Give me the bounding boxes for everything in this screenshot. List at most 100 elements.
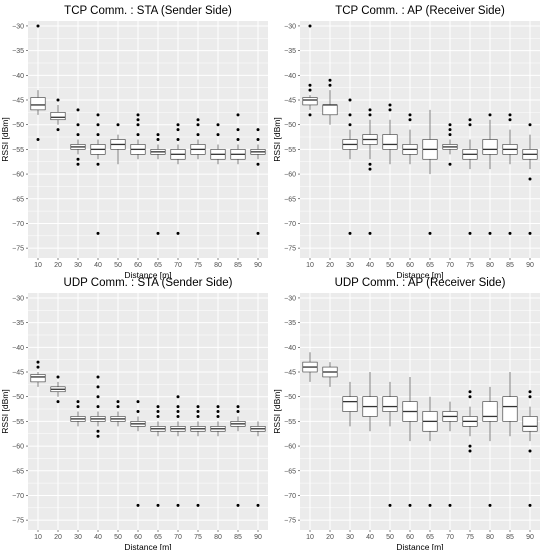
x-tick-label: 30 <box>346 262 354 269</box>
outlier-point <box>96 395 100 399</box>
y-tick-label: −60 <box>12 444 24 451</box>
panel-2: −30 −35 −40 −45 −50 −55 −60 −65 −70 −75 10 20 30 40 50… <box>272 5 540 280</box>
box-10 <box>30 24 46 141</box>
box-80 <box>210 123 226 165</box>
outlier-point <box>56 375 60 379</box>
y-tick-label: −65 <box>12 196 24 203</box>
outlier-point <box>156 231 160 235</box>
outlier-point <box>216 410 220 413</box>
y-tick-label: −70 <box>12 493 24 500</box>
x-tick-label: 60 <box>406 262 414 269</box>
outlier-point <box>56 400 60 404</box>
x-tick-label: 20 <box>54 262 62 269</box>
box-90 <box>250 421 266 507</box>
box-85 <box>230 113 246 165</box>
outlier-point <box>348 231 352 235</box>
outlier-point <box>176 405 180 409</box>
panel-title: TCP Comm. : AP (Receiver Side) <box>335 5 505 17</box>
outlier-point <box>468 390 472 394</box>
outlier-point <box>156 138 160 141</box>
outlier-point <box>468 118 472 122</box>
outlier-point <box>216 405 220 409</box>
x-tick-label: 10 <box>306 262 314 269</box>
y-tick-label: −45 <box>284 98 296 105</box>
outlier-point <box>76 123 80 127</box>
outlier-point <box>176 138 180 141</box>
y-tick-label: −70 <box>284 221 296 228</box>
box-20 <box>322 362 338 387</box>
box-85 <box>502 372 518 437</box>
box-70 <box>442 401 458 507</box>
outlier-point <box>528 395 532 399</box>
outlier-point <box>196 414 200 418</box>
outlier-point <box>256 128 260 132</box>
y-axis-label: RSSI [dBm] <box>0 117 10 161</box>
outlier-point <box>388 503 392 507</box>
box-85 <box>230 405 246 507</box>
x-tick-label: 75 <box>466 262 474 269</box>
x-tick-label: 50 <box>114 534 122 541</box>
outlier-point <box>156 414 160 418</box>
outlier-point <box>96 429 100 433</box>
box-iqr <box>302 97 318 106</box>
outlier-point <box>36 24 40 28</box>
outlier-point <box>196 123 200 127</box>
outlier-point <box>236 503 240 507</box>
outlier-point <box>428 503 432 507</box>
outlier-point <box>96 231 100 235</box>
box-40 <box>362 108 378 235</box>
outlier-point <box>196 405 200 409</box>
outlier-point <box>528 390 532 394</box>
panel-background <box>28 293 268 530</box>
outlier-point <box>528 449 532 453</box>
y-tick-label: −75 <box>12 246 24 253</box>
outlier-point <box>156 410 160 413</box>
outlier-point <box>36 138 40 141</box>
y-tick-label: −30 <box>284 295 296 302</box>
outlier-point <box>236 405 240 409</box>
outlier-point <box>368 113 372 117</box>
outlier-point <box>488 231 492 235</box>
outlier-point <box>448 503 452 507</box>
y-tick-label: −50 <box>12 394 24 401</box>
x-tick-label: 60 <box>406 534 414 541</box>
outlier-point <box>368 108 372 112</box>
outlier-point <box>348 123 352 127</box>
x-tick-label: 80 <box>486 534 494 541</box>
x-tick-label: 50 <box>386 262 394 269</box>
box-30 <box>70 400 86 427</box>
x-axis-label: Distance [m] <box>396 542 443 550</box>
outlier-point <box>116 123 120 127</box>
x-tick-label: 40 <box>94 534 102 541</box>
x-tick-label: 80 <box>486 262 494 269</box>
outlier-point <box>508 118 512 122</box>
x-tick-label: 40 <box>366 534 374 541</box>
outlier-point <box>76 162 80 166</box>
y-tick-label: −55 <box>284 147 296 154</box>
y-axis-label: RSSI [dBm] <box>272 117 282 161</box>
y-tick-label: −60 <box>12 172 24 179</box>
box-20 <box>322 78 338 125</box>
box-65 <box>150 405 166 507</box>
box-iqr <box>482 139 498 155</box>
y-tick-label: −60 <box>284 444 296 451</box>
outlier-point <box>136 118 140 122</box>
box-iqr <box>342 396 358 412</box>
outlier-point <box>216 414 220 418</box>
y-tick-label: −40 <box>12 73 24 80</box>
outlier-point <box>308 83 312 87</box>
outlier-point <box>136 113 140 117</box>
y-tick-label: −30 <box>12 295 24 302</box>
box-65 <box>422 396 438 507</box>
box-50 <box>110 123 126 165</box>
x-tick-label: 85 <box>506 262 514 269</box>
outlier-point <box>196 133 200 137</box>
box-75 <box>190 118 206 160</box>
outlier-point <box>408 503 412 507</box>
box-85 <box>502 113 518 235</box>
box-40 <box>90 113 106 235</box>
outlier-point <box>408 118 412 122</box>
outlier-point <box>96 405 100 409</box>
box-40 <box>362 372 378 432</box>
outlier-point <box>368 231 372 235</box>
